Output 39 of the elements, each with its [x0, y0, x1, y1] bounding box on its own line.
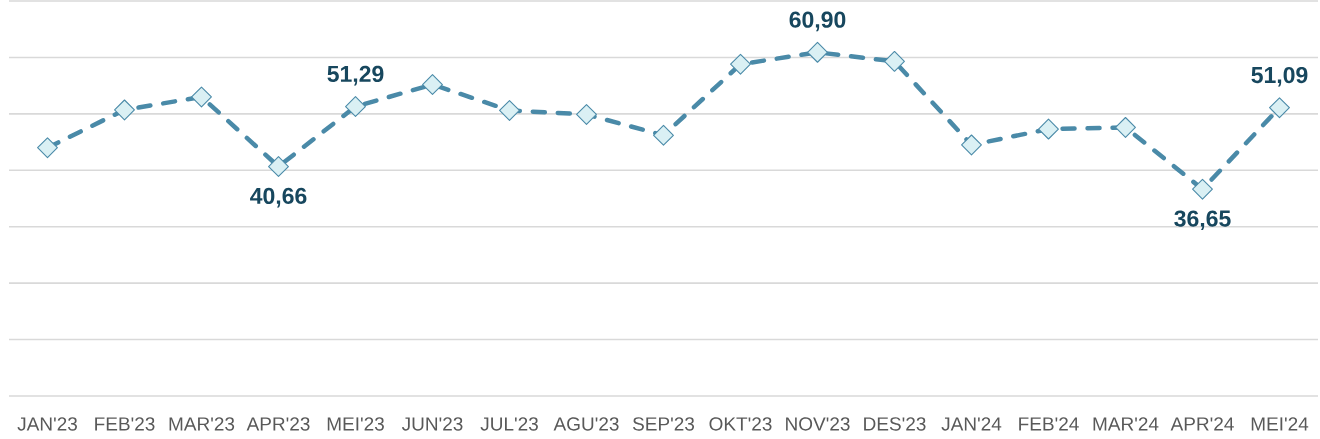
x-tick-label: JAN'24	[941, 417, 1002, 431]
data-label: 36,65	[1174, 210, 1231, 231]
data-label: 51,29	[327, 65, 384, 86]
point	[653, 124, 674, 146]
point	[961, 134, 982, 156]
x-tick-label: JUN'23	[401, 417, 463, 431]
x-tick-label: FEB'24	[1019, 417, 1079, 431]
point	[191, 86, 212, 108]
point	[1115, 116, 1136, 138]
point	[1192, 178, 1213, 200]
point	[37, 137, 58, 159]
x-tick-label: MAR'23	[169, 417, 235, 431]
x-tick-label: SEP'23	[632, 417, 695, 431]
x-tick-label: DES'23	[864, 417, 926, 431]
x-tick-label: MEI'23	[327, 417, 384, 431]
x-tick-label: MEI'24	[1251, 417, 1309, 431]
x-tick-label: APR'23	[246, 417, 310, 431]
point	[268, 156, 289, 178]
x-tick-label: JUL'23	[480, 417, 538, 431]
x-tick-label: OKT'23	[709, 417, 772, 431]
data-label: 51,09	[1251, 66, 1308, 87]
point	[807, 41, 828, 63]
x-tick-label: AGU'23	[553, 417, 619, 431]
x-tick-label: JAN'23	[17, 417, 77, 431]
point	[576, 103, 597, 125]
point	[499, 100, 520, 121]
data-label: 40,66	[250, 187, 307, 208]
x-tick-label: FEB'23	[95, 417, 155, 431]
point	[1269, 97, 1290, 119]
x-tick-label: NOV'23	[786, 417, 850, 431]
point	[884, 50, 905, 72]
point	[730, 53, 751, 75]
x-tick-label: APR'24	[1170, 417, 1234, 431]
point	[1038, 118, 1059, 140]
data-label: 60,90	[789, 11, 846, 32]
point	[114, 99, 135, 121]
x-tick-label: MAR'24	[1093, 417, 1159, 431]
point	[422, 74, 443, 95]
point	[345, 96, 366, 118]
